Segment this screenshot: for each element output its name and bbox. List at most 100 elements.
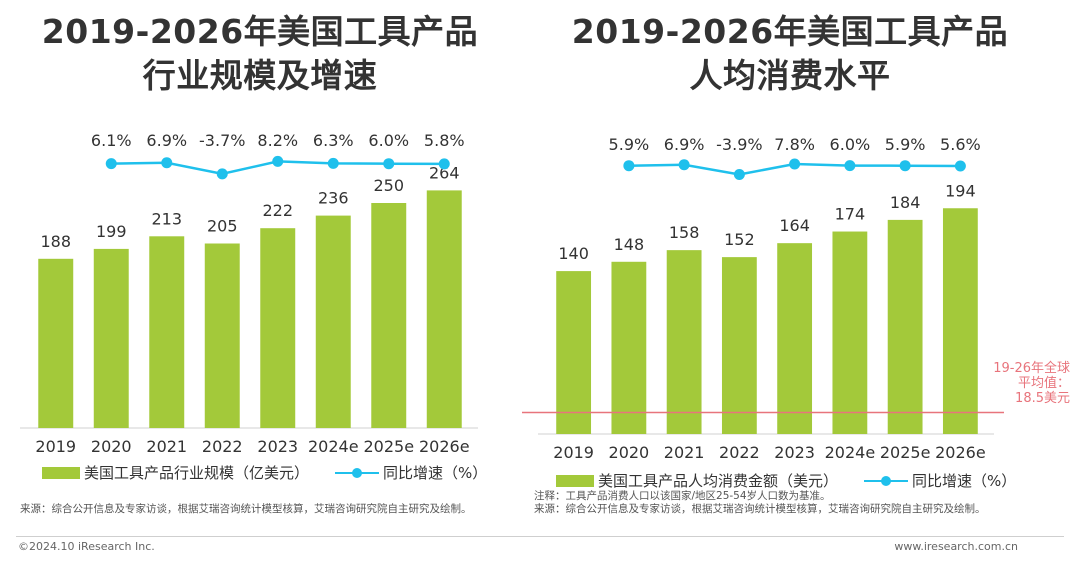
growth-point <box>272 155 284 167</box>
growth-point <box>327 157 339 169</box>
x-tick-label: 2022 <box>719 443 760 462</box>
legend-line-swatch <box>864 475 909 487</box>
reference-label: 19-26年全球 平均值： 18.5美元 <box>975 361 1070 406</box>
growth-point <box>216 168 228 180</box>
growth-value-label: 6.0% <box>368 131 409 150</box>
left-chart-svg: 188 2019 199 2020 213 2021 205 2022 222 2023 236 20… <box>20 131 478 456</box>
growth-value-label: 6.9% <box>146 131 187 150</box>
bar-value-label: 140 <box>558 244 589 263</box>
growth-point <box>438 158 450 170</box>
growth-point <box>899 160 911 172</box>
bar-value-label: 148 <box>614 235 645 254</box>
right-title-line-1: 2019-2026年美国工具产品 <box>571 12 1009 51</box>
legend-bar-swatch <box>556 474 594 487</box>
legend-line-label: 同比增速（%） <box>912 472 1017 490</box>
growth-value-label: 5.9% <box>609 135 650 154</box>
right-notes: 注释：工具产品消费人口以该国家/地区25-54岁人口数为基准。 来源：综合公开信… <box>534 490 1022 516</box>
growth-value-label: 6.3% <box>313 131 354 150</box>
left-notes: 来源：综合公开信息及专家访谈，根据艾瑞咨询统计模型核算，艾瑞咨询研究院自主研究及… <box>20 503 508 516</box>
growth-point <box>383 158 395 170</box>
growth-point <box>789 158 801 170</box>
bar <box>149 236 185 428</box>
bar-value-label: 205 <box>207 217 238 236</box>
right-chart-title: 2019-2026年美国工具产品 人均消费水平 <box>530 10 1050 98</box>
legend-bar-label: 美国工具产品人均消费金额（美元） <box>598 472 839 490</box>
right-title-line-2: 人均消费水平 <box>689 56 891 95</box>
x-tick-label: 2026e <box>419 437 470 456</box>
bar <box>777 243 813 434</box>
legend-bar-swatch <box>42 466 80 479</box>
legend-bar-label: 美国工具产品行业规模（亿美元） <box>84 464 310 482</box>
x-tick-label: 2026e <box>935 443 986 462</box>
bar-value-label: 174 <box>835 205 866 224</box>
bar <box>371 203 407 428</box>
bar-value-label: 152 <box>724 230 755 249</box>
bar-value-label: 158 <box>669 223 700 242</box>
left-source-text: 来源：综合公开信息及专家访谈，根据艾瑞咨询统计模型核算，艾瑞咨询研究院自主研究及… <box>20 503 472 515</box>
growth-value-label: 5.6% <box>940 135 981 154</box>
x-tick-label: 2020 <box>91 437 132 456</box>
bar <box>426 190 462 428</box>
footer-copyright: ©2024.10 iResearch Inc. <box>18 540 155 553</box>
growth-point <box>733 169 745 181</box>
bar-value-label: 236 <box>318 189 349 208</box>
growth-value-label: 6.0% <box>830 135 871 154</box>
x-tick-label: 2022 <box>202 437 243 456</box>
left-legend: 美国工具产品行业规模（亿美元） 同比增速（%） <box>42 462 487 483</box>
growth-value-label: 6.9% <box>664 135 705 154</box>
x-tick-label: 2023 <box>257 437 298 456</box>
left-chart-panel: 2019-2026年美国工具产品 行业规模及增速 188 2019 199 2020 2… <box>0 0 520 535</box>
right-note-text: 注释：工具产品消费人口以该国家/地区25-54岁人口数为基准。 <box>534 490 831 502</box>
x-tick-label: 2021 <box>146 437 187 456</box>
right-chart-panel: 2019-2026年美国工具产品 人均消费水平 140 2019 148 2020 15… <box>522 0 1080 535</box>
x-tick-label: 2025e <box>880 443 931 462</box>
bar-value-label: 199 <box>96 222 127 241</box>
bar <box>832 231 868 434</box>
legend-line-label: 同比增速（%） <box>383 464 488 482</box>
growth-point <box>623 160 635 172</box>
growth-value-label: 5.9% <box>885 135 926 154</box>
bar <box>611 261 647 434</box>
bar-value-label: 188 <box>40 232 71 251</box>
bar-value-label: 213 <box>151 209 182 228</box>
bar <box>315 215 351 428</box>
x-tick-label: 2024e <box>308 437 359 456</box>
x-tick-label: 2020 <box>609 443 650 462</box>
footer-website: www.iresearch.com.cn <box>894 540 1018 553</box>
bar-value-label: 164 <box>779 216 810 235</box>
bar <box>260 228 296 428</box>
growth-point <box>161 157 173 169</box>
right-chart-svg: 140 2019 148 2020 158 2021 152 2022 164 2023 174 20… <box>522 135 1004 462</box>
bar <box>666 250 702 434</box>
legend-line-swatch <box>335 467 380 479</box>
x-tick-label: 2025e <box>363 437 414 456</box>
bar-value-label: 250 <box>373 176 404 195</box>
bar <box>887 219 923 434</box>
bar <box>204 243 240 428</box>
reference-label-line-1: 19-26年全球 <box>993 361 1070 376</box>
bar <box>93 248 129 428</box>
growth-value-label: 6.1% <box>91 131 132 150</box>
growth-value-label: 8.2% <box>257 131 298 150</box>
x-tick-label: 2019 <box>553 443 594 462</box>
growth-value-label: 5.8% <box>424 131 465 150</box>
x-tick-label: 2023 <box>774 443 815 462</box>
left-title-line-2: 行业规模及增速 <box>142 56 378 95</box>
bar-value-label: 194 <box>945 181 976 200</box>
growth-point <box>844 160 856 172</box>
x-tick-label: 2019 <box>35 437 76 456</box>
bar <box>721 257 757 434</box>
bar-value-label: 264 <box>429 163 460 182</box>
bar <box>556 271 592 434</box>
bar-value-label: 184 <box>890 193 921 212</box>
growth-value-label: -3.9% <box>716 135 762 154</box>
right-legend: 美国工具产品人均消费金额（美元） 同比增速（%） <box>556 470 1016 491</box>
left-chart-title: 2019-2026年美国工具产品 行业规模及增速 <box>0 10 520 98</box>
bar <box>38 258 74 428</box>
x-tick-label: 2021 <box>664 443 705 462</box>
right-source-text: 来源：综合公开信息及专家访谈，根据艾瑞咨询统计模型核算，艾瑞咨询研究院自主研究及… <box>534 503 986 515</box>
bar-value-label: 222 <box>262 201 293 220</box>
reference-label-line-3: 18.5美元 <box>1015 391 1070 406</box>
bar <box>942 208 978 434</box>
footer-divider <box>16 536 1064 537</box>
